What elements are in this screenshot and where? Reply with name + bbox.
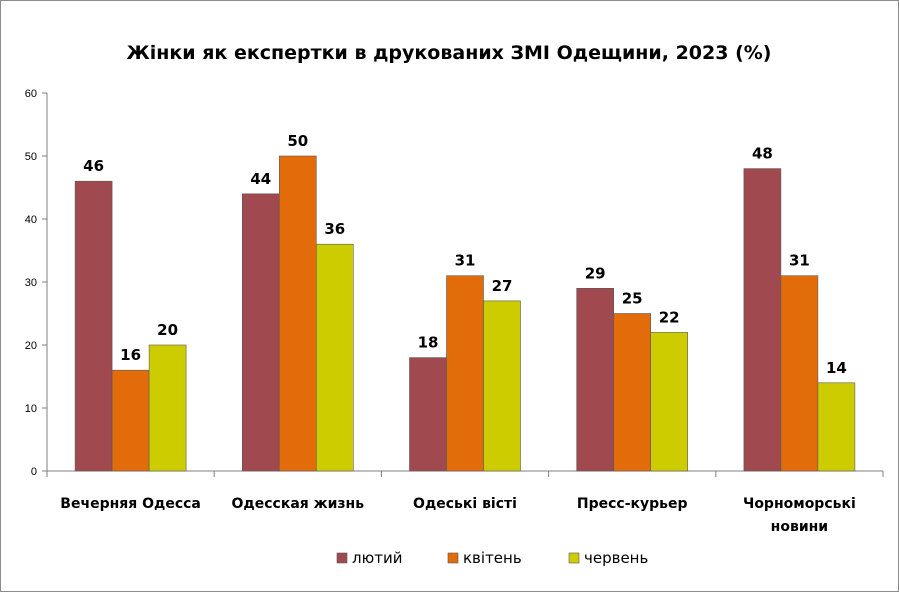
y-tick-label: 50 xyxy=(25,151,37,163)
data-label: 14 xyxy=(826,359,847,377)
y-tick-label: 30 xyxy=(25,277,37,289)
x-tick-label-line: Чорноморські xyxy=(743,496,856,512)
bar-квітень-2 xyxy=(446,275,484,472)
data-label: 22 xyxy=(659,308,680,326)
legend-swatch-лютий xyxy=(336,552,348,564)
data-labels: 46 16 20 44 50 36 18 31 27 29 25 22 48 31 14 xyxy=(83,132,847,377)
bar-червень-2 xyxy=(483,300,521,472)
bar-квітень-3 xyxy=(613,313,652,472)
bar-лютий-0 xyxy=(74,180,113,472)
data-label: 16 xyxy=(120,346,141,364)
bar-червень-3 xyxy=(650,332,689,472)
chart-title: Жінки як експертки в друкованих ЗМІ Одещ… xyxy=(127,42,772,64)
y-tick-label: 0 xyxy=(31,466,37,478)
bar-лютий-2 xyxy=(409,357,447,472)
bar-лютий-4 xyxy=(743,168,782,472)
data-label: 29 xyxy=(585,264,606,282)
x-tick-label: Одеські вісті xyxy=(413,496,517,512)
bar-квітень-1 xyxy=(278,155,317,472)
legend-swatch-червень xyxy=(568,552,580,564)
y-tick-label: 60 xyxy=(25,88,37,100)
data-label: 31 xyxy=(455,252,476,270)
y-tick-label: 40 xyxy=(25,214,37,226)
data-label: 25 xyxy=(622,290,643,308)
y-tick-label: 20 xyxy=(25,340,37,352)
legend-label: червень xyxy=(584,549,648,567)
x-tick-label-line: Вечерняя Одесса xyxy=(60,496,201,512)
bar-квітень-4 xyxy=(780,275,819,472)
bar-червень-1 xyxy=(315,243,354,472)
data-label: 18 xyxy=(418,334,439,352)
data-label: 36 xyxy=(324,220,345,238)
x-tick-label: Одесская жизнь xyxy=(232,496,365,512)
x-tick-label: Чорноморські новини xyxy=(743,496,856,535)
bar-червень-0 xyxy=(148,344,187,472)
x-tick-label-line: Одеські вісті xyxy=(413,496,517,512)
bar-лютий-3 xyxy=(576,287,615,472)
data-label: 27 xyxy=(492,277,513,295)
legend-swatch-квітень xyxy=(447,552,459,564)
legend-label: лютий xyxy=(352,549,402,567)
x-tick-labels: Вечерняя Одесса Одесская жизнь Одеські віс… xyxy=(60,496,855,535)
data-label: 50 xyxy=(287,132,308,150)
x-tick-label-line: новини xyxy=(771,519,828,535)
legend: лютий квітень червень xyxy=(336,549,648,567)
bar-червень-4 xyxy=(817,382,856,472)
x-tick-label: Вечерняя Одесса xyxy=(60,496,201,512)
x-tick-label-line: Одесская жизнь xyxy=(232,496,365,512)
bar-квітень-0 xyxy=(111,369,150,472)
data-label: 44 xyxy=(250,170,271,188)
bars xyxy=(74,155,856,472)
data-label: 48 xyxy=(752,145,773,163)
legend-label: квітень xyxy=(463,549,522,567)
data-label: 31 xyxy=(789,252,810,270)
bar-лютий-1 xyxy=(242,193,280,472)
data-label: 46 xyxy=(83,157,104,175)
x-tick-label: Пресс-курьер xyxy=(577,496,688,512)
data-label: 20 xyxy=(157,321,178,339)
y-tick-label: 10 xyxy=(25,403,37,415)
x-tick-label-line: Пресс-курьер xyxy=(577,496,688,512)
